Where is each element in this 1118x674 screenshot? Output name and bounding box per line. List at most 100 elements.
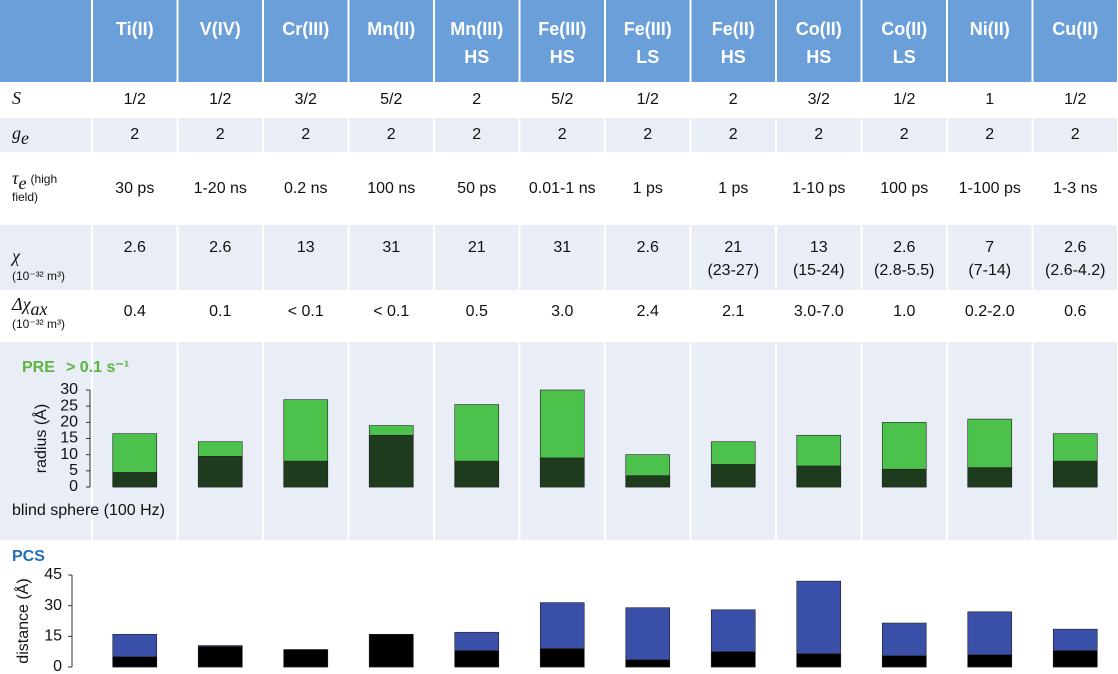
row-label: ge bbox=[12, 123, 29, 148]
cell-value: 2.6 bbox=[893, 239, 915, 256]
cell-value: 2 bbox=[130, 126, 139, 143]
bar bbox=[1052, 460, 1098, 488]
cell-value: 2.6 bbox=[209, 239, 231, 256]
bar bbox=[881, 468, 927, 488]
cell-value: 0.6 bbox=[1064, 303, 1086, 320]
row-symbol: Δχ bbox=[11, 294, 32, 314]
chart-title: PCS bbox=[12, 548, 45, 565]
series-label: blind sphere (100 Hz) bbox=[12, 502, 165, 519]
cell-range: (2.8-5.5) bbox=[874, 262, 934, 279]
cell-value: 2 bbox=[387, 126, 396, 143]
bar bbox=[283, 460, 329, 488]
cell-value: 1-10 ps bbox=[792, 180, 845, 197]
row-subscript: e bbox=[21, 128, 29, 148]
row-label: Δχax bbox=[11, 294, 47, 319]
cell-value: 7 bbox=[985, 239, 994, 256]
row-band bbox=[0, 118, 1118, 152]
row-label: S bbox=[12, 88, 21, 108]
cell-value: 2 bbox=[301, 126, 310, 143]
cell-value: 13 bbox=[810, 239, 828, 256]
cell-value: 0.4 bbox=[124, 303, 146, 320]
y-tick-label: 15 bbox=[60, 430, 78, 447]
cell-value: 2.6 bbox=[1064, 239, 1086, 256]
cell-value: 0.1 bbox=[209, 303, 231, 320]
y-tick-label: 25 bbox=[60, 397, 78, 414]
bar bbox=[368, 434, 414, 488]
cell-value: 100 ns bbox=[367, 180, 415, 197]
column-header: Fe(III) bbox=[624, 19, 672, 39]
row-label: τe (high bbox=[12, 168, 57, 193]
cell-value: 0.2-2.0 bbox=[965, 303, 1015, 320]
bar bbox=[283, 649, 329, 668]
cell-value: 2 bbox=[558, 126, 567, 143]
cell-value: 2 bbox=[216, 126, 225, 143]
cell-value: < 0.1 bbox=[373, 303, 409, 320]
cell-value: 2 bbox=[729, 126, 738, 143]
column-header: Cr(III) bbox=[282, 19, 329, 39]
cell-value: 2 bbox=[814, 126, 823, 143]
cell-value: 0.2 ns bbox=[284, 180, 328, 197]
column-header: Fe(III) bbox=[538, 19, 586, 39]
cell-value: 3.0 bbox=[551, 303, 573, 320]
cell-value: 1-100 ps bbox=[959, 180, 1021, 197]
bar bbox=[539, 457, 585, 488]
cell-value: 2 bbox=[472, 91, 481, 108]
column-header: Ni(II) bbox=[970, 19, 1010, 39]
bar bbox=[710, 651, 756, 668]
cell-range: (23-27) bbox=[707, 262, 759, 279]
y-tick-label: 5 bbox=[69, 462, 78, 479]
bar bbox=[796, 465, 842, 488]
bar bbox=[967, 654, 1013, 668]
cell-value: 13 bbox=[297, 239, 315, 256]
cell-value: 2 bbox=[1071, 126, 1080, 143]
cell-value: 3.0-7.0 bbox=[794, 303, 844, 320]
y-tick-label: 0 bbox=[53, 658, 62, 674]
y-tick-label: 0 bbox=[69, 478, 78, 495]
bar bbox=[710, 464, 756, 488]
row-subscript: e bbox=[18, 173, 26, 193]
cell-value: 2 bbox=[985, 126, 994, 143]
bar bbox=[1052, 650, 1098, 668]
column-header-state: HS bbox=[550, 47, 575, 67]
cell-value: 2.1 bbox=[722, 303, 744, 320]
column-header: Cu(II) bbox=[1052, 19, 1098, 39]
cell-value: 5/2 bbox=[551, 91, 573, 108]
bar bbox=[197, 646, 243, 668]
cell-value: 2 bbox=[472, 126, 481, 143]
cell-value: 21 bbox=[468, 239, 486, 256]
cell-value: 2.6 bbox=[124, 239, 146, 256]
cell-range: (2.6-4.2) bbox=[1045, 262, 1105, 279]
cell-value: 1/2 bbox=[124, 91, 146, 108]
cell-value: 2.6 bbox=[637, 239, 659, 256]
cell-value: 0.5 bbox=[466, 303, 488, 320]
bar bbox=[796, 580, 842, 668]
bar bbox=[368, 633, 414, 668]
bar bbox=[625, 659, 671, 668]
y-tick-label: 45 bbox=[44, 566, 62, 583]
cell-value: 1/2 bbox=[893, 91, 915, 108]
bar bbox=[625, 607, 671, 668]
column-header: V(IV) bbox=[200, 19, 241, 39]
bar bbox=[967, 467, 1013, 488]
cell-value: 2.4 bbox=[637, 303, 659, 320]
cell-value: 31 bbox=[382, 239, 400, 256]
row-symbol: χ bbox=[10, 246, 21, 266]
cell-value: 2 bbox=[643, 126, 652, 143]
y-tick-label: 20 bbox=[60, 414, 78, 431]
bar bbox=[112, 656, 158, 668]
cell-value: 1/2 bbox=[1064, 91, 1086, 108]
cell-value: 2 bbox=[729, 91, 738, 108]
column-header-state: HS bbox=[464, 47, 489, 67]
cell-value: 3/2 bbox=[808, 91, 830, 108]
y-tick-label: 10 bbox=[60, 446, 78, 463]
row-symbol: τ bbox=[12, 168, 19, 188]
cell-value: 1 ps bbox=[633, 180, 663, 197]
cell-value: < 0.1 bbox=[288, 303, 324, 320]
row-symbol: g bbox=[12, 123, 21, 143]
cell-value: 50 ps bbox=[457, 180, 496, 197]
cell-range: (7-14) bbox=[968, 262, 1011, 279]
cell-value: 30 ps bbox=[115, 180, 154, 197]
cell-value: 1 ps bbox=[718, 180, 748, 197]
column-header-state: HS bbox=[721, 47, 746, 67]
